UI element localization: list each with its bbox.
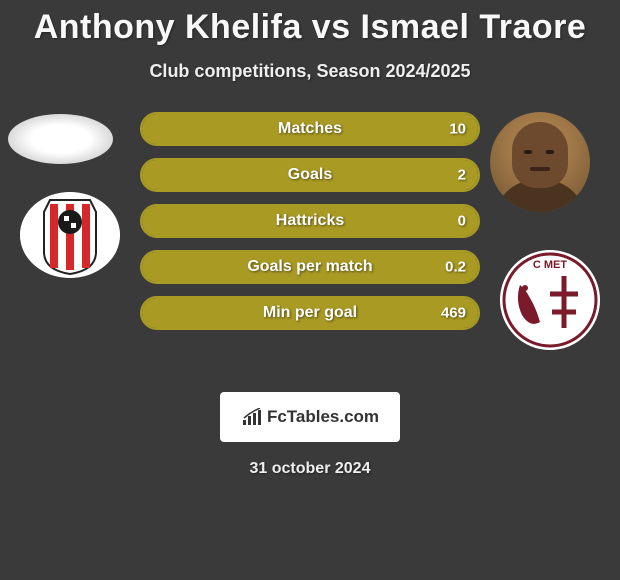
stat-bar-value-right: 0.2 <box>445 259 466 276</box>
svg-text:C MET: C MET <box>533 259 568 271</box>
stat-bar-label: Goals <box>288 166 332 184</box>
stat-bar: Goals 2 <box>140 158 480 192</box>
stat-bars: Matches 10 Goals 2 Hattricks 0 Goals per match… <box>140 112 480 342</box>
stat-bar: Hattricks 0 <box>140 204 480 238</box>
club-right-badge: C MET <box>500 250 600 350</box>
club-left-badge <box>20 192 120 278</box>
stat-bar-fill-left <box>142 252 182 282</box>
stat-bar-fill-left <box>142 298 182 328</box>
player-right-avatar <box>490 112 590 212</box>
page-title: Anthony Khelifa vs Ismael Traore <box>0 0 620 47</box>
stat-bar-label: Matches <box>278 120 342 138</box>
subtitle: Club competitions, Season 2024/2025 <box>0 61 620 82</box>
stat-bar-value-right: 10 <box>449 121 466 138</box>
stat-bar-value-right: 2 <box>458 167 466 184</box>
stat-bar-value-right: 0 <box>458 213 466 230</box>
stat-bar-label: Goals per match <box>247 258 372 276</box>
date-text: 31 october 2024 <box>0 460 620 478</box>
stat-bar: Goals per match 0.2 <box>140 250 480 284</box>
stat-bar-label: Hattricks <box>276 212 344 230</box>
comparison-panel: C MET Matches 10 Goals 2 Hattricks 0 Goals per… <box>0 112 620 372</box>
brand-badge: FcTables.com <box>220 392 400 442</box>
stat-bar: Matches 10 <box>140 112 480 146</box>
stat-bar-label: Min per goal <box>263 304 357 322</box>
player-left-avatar <box>8 114 113 164</box>
stat-bar: Min per goal 469 <box>140 296 480 330</box>
stat-bar-fill-left <box>142 206 182 236</box>
stat-bar-fill-left <box>142 160 182 190</box>
brand-chart-icon <box>241 408 263 426</box>
stat-bar-value-right: 469 <box>441 305 466 322</box>
stat-bar-fill-left <box>142 114 182 144</box>
brand-text: FcTables.com <box>267 407 379 427</box>
